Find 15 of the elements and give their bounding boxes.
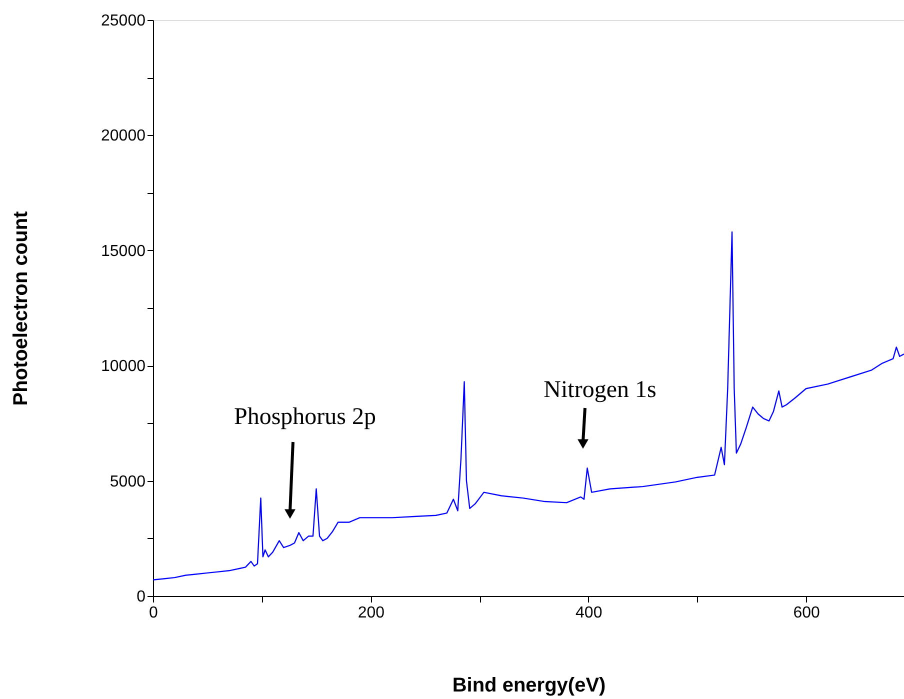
x-tick-label: 200 <box>358 604 385 622</box>
y-tick-label: 0 <box>136 588 146 606</box>
x-tick-label: 400 <box>576 604 602 622</box>
y-axis-title: Photoelectron count <box>10 210 32 406</box>
y-tick-label: 5000 <box>110 473 146 490</box>
y-tick-label: 20000 <box>101 128 146 145</box>
x-tick-label: 0 <box>149 604 158 622</box>
annotation: Phosphorus 2p <box>234 404 376 430</box>
line-series <box>152 231 904 580</box>
y-tick-label: 15000 <box>101 242 146 260</box>
y-tick-label: 25000 <box>101 12 146 30</box>
y-tick-label: 10000 <box>101 358 146 376</box>
annotation: Nitrogen 1s <box>544 377 656 403</box>
x-axis-title: Bind energy(eV) <box>452 674 606 696</box>
x-tick-label: 600 <box>793 604 820 622</box>
